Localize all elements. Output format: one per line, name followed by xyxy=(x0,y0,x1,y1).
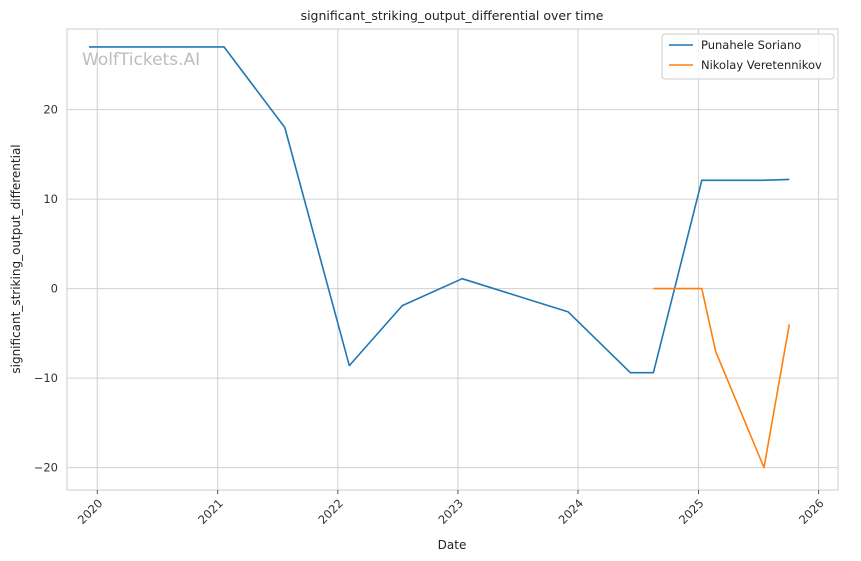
y-axis-label: significant_striking_output_differential xyxy=(9,144,23,373)
y-tick-label: −20 xyxy=(34,461,58,475)
y-tick-label: 0 xyxy=(51,282,58,296)
y-tick-label: −10 xyxy=(34,371,58,385)
legend-label-punahele-soriano: Punahele Soriano xyxy=(701,38,801,52)
grid xyxy=(67,29,838,490)
watermark: WolfTickets.AI xyxy=(82,50,200,70)
chart-title: significant_striking_output_differential… xyxy=(301,8,604,23)
legend: Punahele Soriano Nikolay Veretennikov xyxy=(661,33,835,80)
y-tick-label: 10 xyxy=(43,192,58,206)
x-axis-label: Date xyxy=(438,538,467,552)
plot-frame xyxy=(66,28,839,491)
series-line-nikolay-veretennikov xyxy=(653,287,791,469)
legend-box xyxy=(661,33,835,80)
series-line-punahele-soriano xyxy=(89,46,790,374)
series-lines xyxy=(89,46,791,469)
y-tick-label: 20 xyxy=(43,103,58,117)
y-axis-ticks: −20 −10 0 10 20 xyxy=(34,103,58,475)
legend-label-nikolay-veretennikov: Nikolay Veretennikov xyxy=(701,58,822,72)
